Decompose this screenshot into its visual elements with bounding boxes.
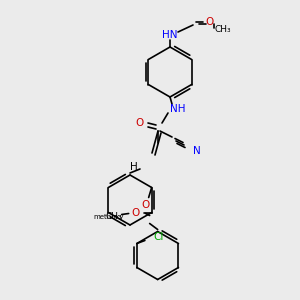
Text: NH: NH: [170, 104, 186, 114]
Text: N: N: [193, 146, 201, 156]
Text: H: H: [130, 162, 138, 172]
Text: HN: HN: [162, 30, 178, 40]
Text: CH₃: CH₃: [215, 26, 231, 34]
Text: methoxy: methoxy: [93, 214, 124, 220]
Text: O: O: [136, 118, 144, 128]
Text: O: O: [131, 208, 140, 218]
Text: O: O: [206, 17, 214, 27]
Text: O: O: [142, 200, 150, 211]
Text: Cl: Cl: [154, 232, 164, 242]
Text: CH₃: CH₃: [105, 212, 122, 221]
